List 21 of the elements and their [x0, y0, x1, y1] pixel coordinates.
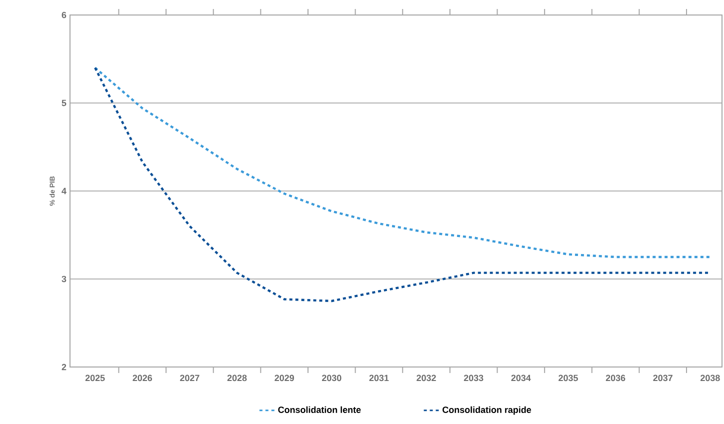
y-tick-label: 3	[62, 276, 66, 282]
x-tick-label: 2033	[464, 374, 484, 382]
x-tick-label: 2032	[416, 374, 436, 382]
legend-label: Consolidation lente	[278, 406, 361, 413]
x-tick-label: 2034	[511, 374, 531, 382]
x-tick-label: 2038	[700, 374, 720, 382]
x-tick-label: 2035	[558, 374, 578, 382]
x-tick-label: 2036	[606, 374, 626, 382]
y-tick-label: 5	[62, 100, 66, 106]
legend-label: Consolidation rapide	[442, 406, 532, 415]
y-tick-label: 2	[62, 364, 66, 370]
y-tick-label: 4	[62, 188, 66, 194]
x-tick-label: 2026	[132, 374, 152, 382]
x-tick-label: 2030	[322, 374, 342, 382]
x-tick-label: 2029	[274, 374, 294, 382]
x-tick-label: 2028	[227, 374, 247, 382]
x-tick-label: 2025	[85, 374, 105, 382]
x-tick-label: 2037	[653, 374, 672, 382]
y-tick-label: 6	[62, 12, 66, 18]
x-tick-label: 2027	[180, 374, 200, 382]
x-tick-label: 2031	[369, 374, 389, 382]
